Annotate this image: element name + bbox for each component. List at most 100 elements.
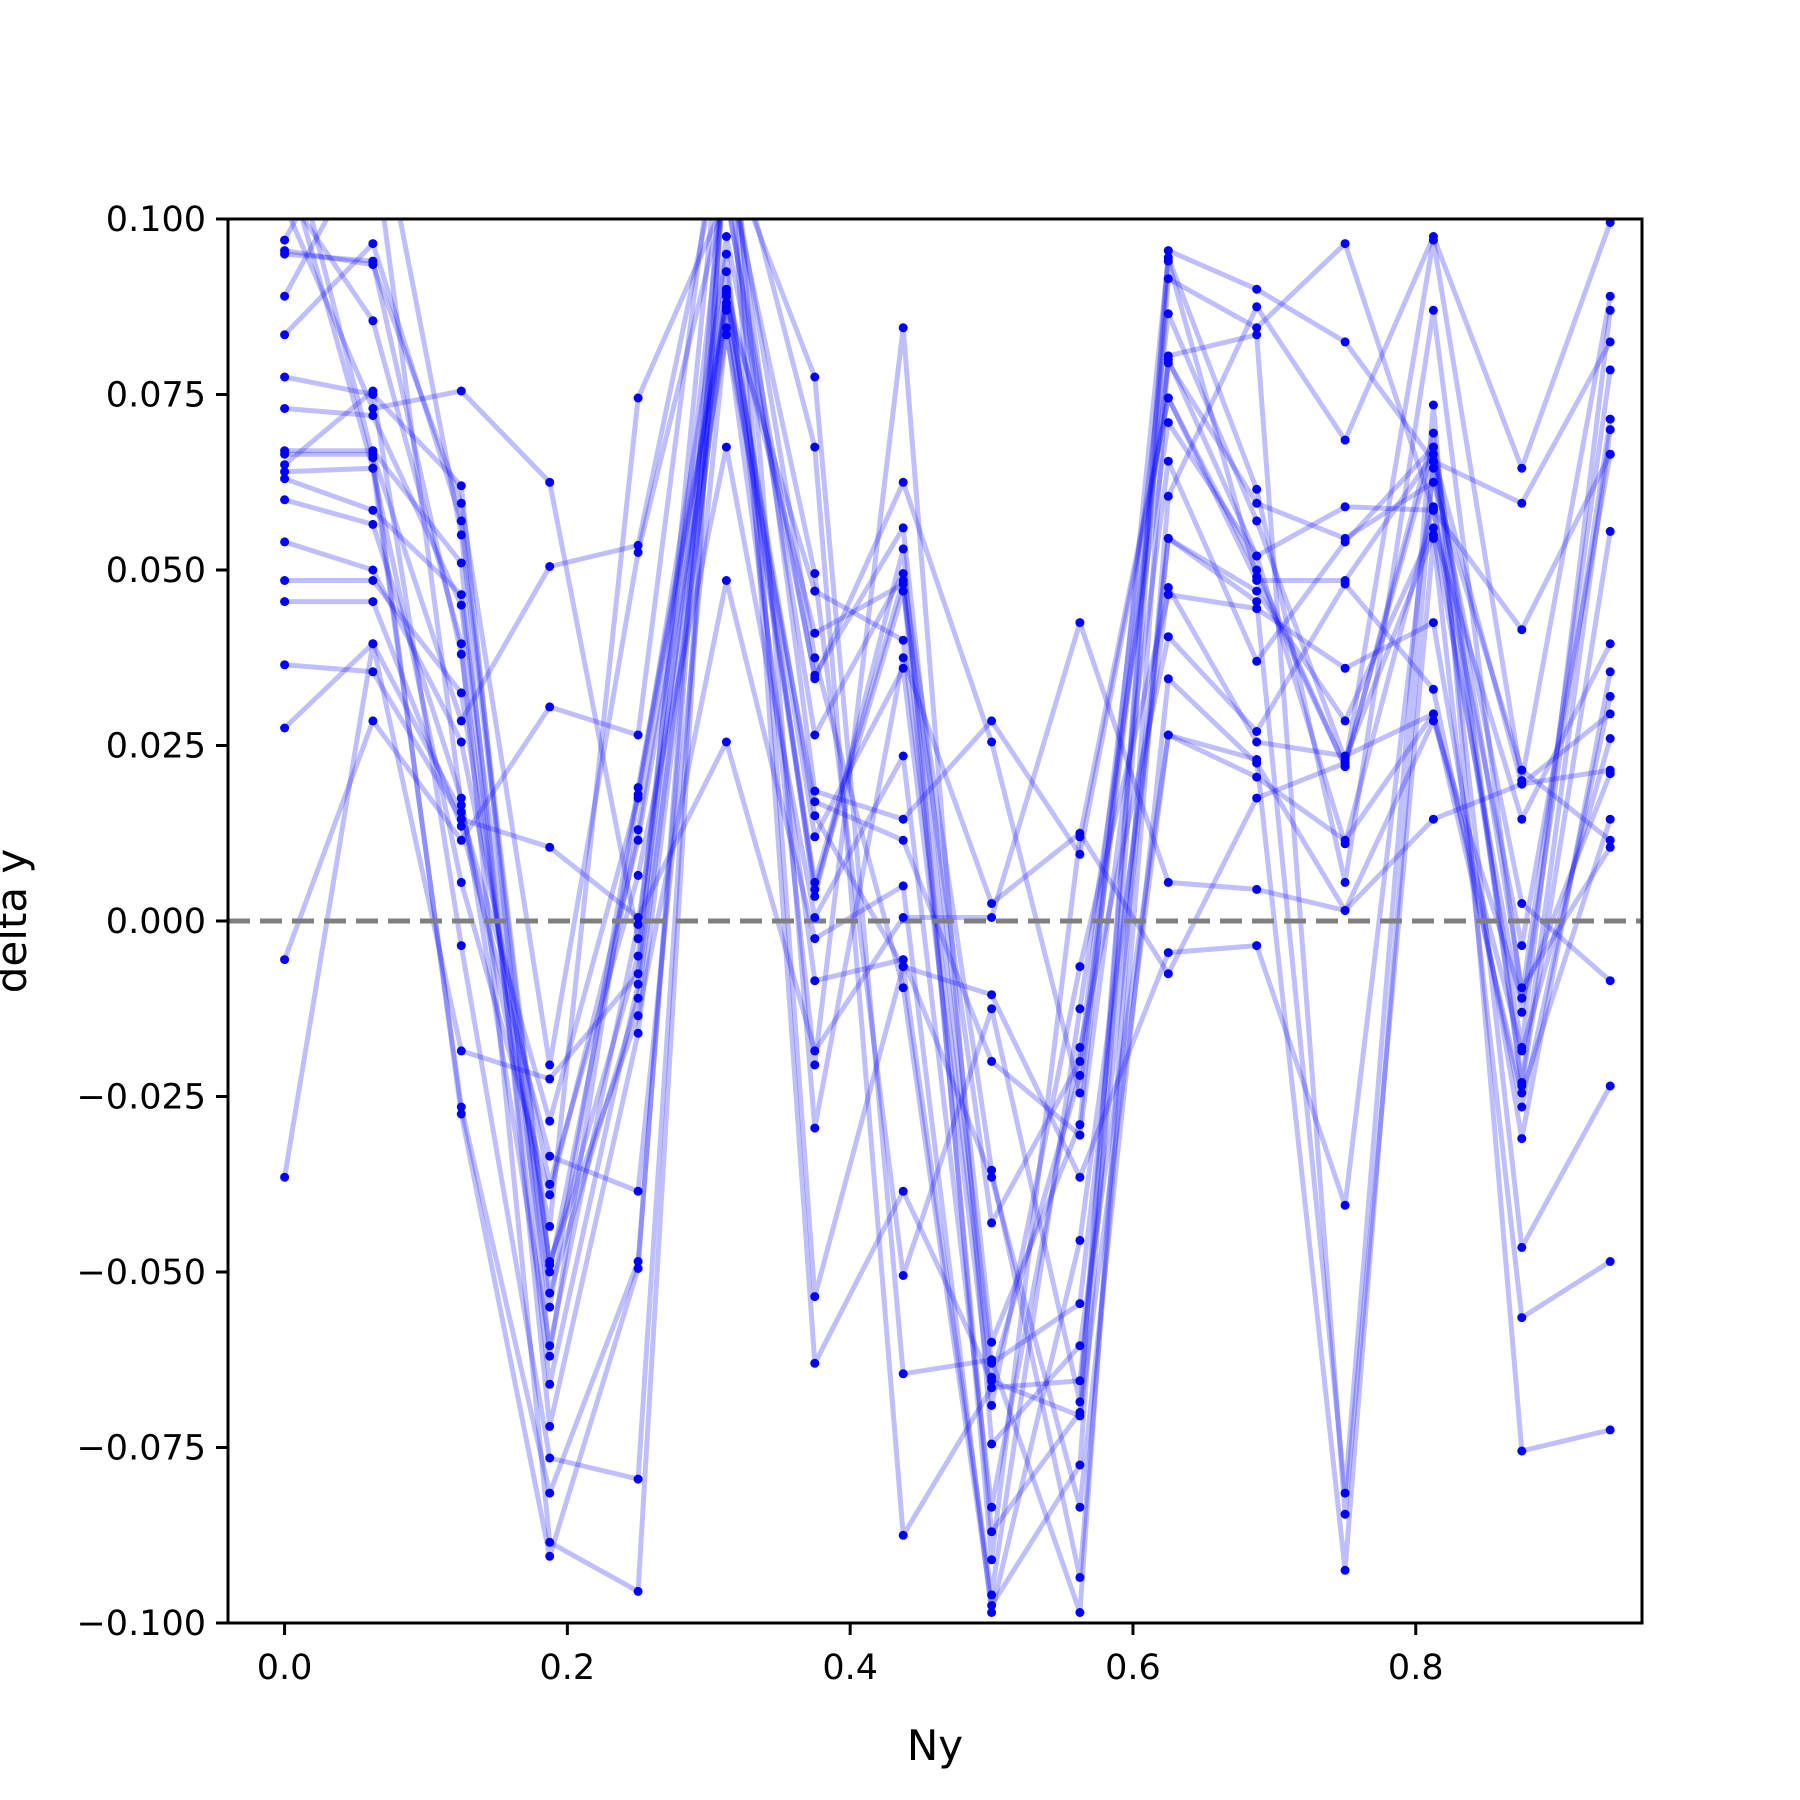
data-point: [633, 969, 643, 979]
data-point: [368, 667, 378, 677]
data-point: [1605, 639, 1615, 649]
data-point: [810, 674, 820, 684]
data-point: [1252, 793, 1262, 803]
data-point: [898, 653, 908, 663]
data-point: [1252, 323, 1262, 333]
data-point: [1075, 962, 1085, 972]
x-tick-label: 0.4: [822, 1648, 878, 1688]
data-point: [1075, 1120, 1085, 1130]
data-point: [545, 1190, 555, 1200]
data-point: [633, 393, 643, 403]
data-point: [987, 1172, 997, 1182]
data-point: [1252, 884, 1262, 894]
data-point: [545, 702, 555, 712]
series-line-3: [282, 234, 1613, 1345]
data-point: [1428, 232, 1438, 241]
data-point: [898, 663, 908, 673]
data-point: [1517, 779, 1527, 789]
series-line-17: [309, 219, 1613, 1573]
data-point: [898, 881, 908, 891]
data-point: [633, 1186, 643, 1196]
data-point: [987, 1502, 997, 1512]
data-point: [1163, 491, 1173, 501]
data-point: [456, 807, 466, 817]
series-layer: [282, 219, 1613, 1615]
data-point: [898, 814, 908, 824]
data-point: [1075, 828, 1085, 838]
data-point: [368, 404, 378, 413]
data-point: [368, 386, 378, 396]
data-point: [1605, 425, 1615, 435]
data-point: [368, 576, 378, 585]
data-point: [1163, 274, 1173, 284]
data-point: [456, 590, 466, 600]
data-point: [721, 576, 731, 585]
data-point: [1252, 772, 1262, 782]
data-point: [545, 1257, 555, 1266]
data-point: [810, 832, 820, 842]
data-point: [633, 913, 643, 922]
data-point: [1517, 1081, 1527, 1091]
data-point: [898, 477, 908, 487]
data-point: [1428, 716, 1438, 726]
data-point: [1605, 691, 1615, 701]
series-line-11: [284, 578, 1613, 1615]
data-point: [280, 474, 290, 484]
data-point: [456, 516, 466, 526]
data-point: [545, 1116, 555, 1126]
data-point: [1075, 1572, 1085, 1582]
data-point: [1340, 1509, 1350, 1519]
data-point: [280, 449, 290, 459]
data-point: [810, 628, 820, 638]
data-point: [810, 934, 820, 944]
data-point: [810, 653, 820, 663]
data-point: [633, 1474, 643, 1484]
data-point: [898, 955, 908, 965]
data-point: [1340, 239, 1350, 249]
data-point: [898, 751, 908, 761]
data-point: [545, 1551, 555, 1561]
points-layer: [280, 219, 1615, 1617]
data-point: [1163, 456, 1173, 466]
data-point: [1517, 814, 1527, 824]
data-point: [633, 1586, 643, 1596]
data-point: [456, 800, 466, 810]
data-point: [810, 1046, 820, 1056]
data-point: [1517, 1046, 1527, 1056]
data-point: [987, 1376, 997, 1386]
data-point: [545, 1074, 555, 1084]
data-point: [721, 288, 731, 298]
data-point: [456, 835, 466, 845]
data-point: [545, 1341, 555, 1351]
data-point: [1075, 1056, 1085, 1066]
data-point: [810, 1358, 820, 1368]
data-point: [1428, 305, 1438, 315]
data-point: [368, 716, 378, 726]
data-point: [898, 323, 908, 333]
data-point: [456, 558, 466, 568]
data-point: [368, 519, 378, 529]
data-point: [1428, 477, 1438, 487]
data-point: [987, 1218, 997, 1228]
data-point: [1428, 456, 1438, 466]
data-point: [987, 990, 997, 1000]
data-point: [1075, 1070, 1085, 1080]
data-point: [280, 1172, 290, 1182]
data-point: [1163, 533, 1173, 543]
data-point: [898, 544, 908, 554]
data-point: [368, 411, 378, 421]
data-point: [1517, 1313, 1527, 1323]
data-point: [1252, 941, 1262, 951]
data-point: [1517, 1088, 1527, 1098]
data-point: [987, 1601, 997, 1610]
y-tick-label: 0.050: [106, 551, 206, 591]
data-point: [987, 1355, 997, 1365]
data-point: [721, 330, 731, 340]
data-point: [1163, 674, 1173, 684]
series-line-14: [282, 251, 1613, 1447]
series-line-23: [284, 219, 1612, 857]
data-point: [456, 814, 466, 824]
data-point: [898, 983, 908, 993]
data-point: [545, 842, 555, 852]
data-point: [987, 716, 997, 726]
